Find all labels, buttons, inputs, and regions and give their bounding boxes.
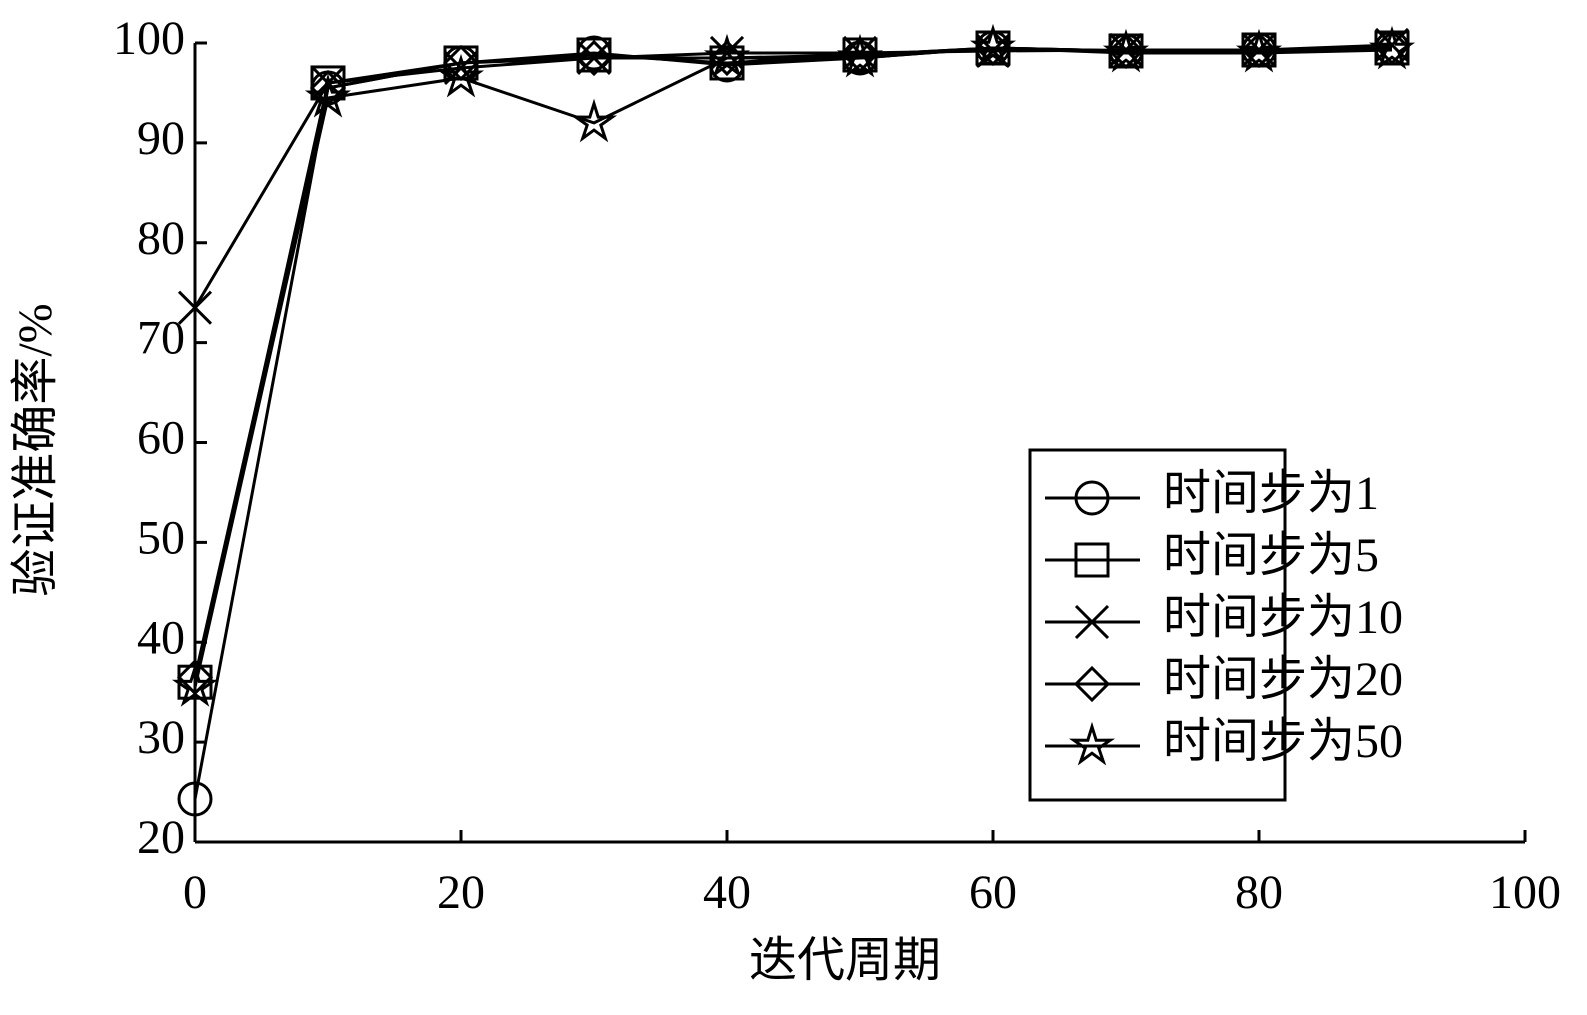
x-axis-label: 迭代周期 xyxy=(749,934,941,987)
legend-marker xyxy=(1068,721,1116,766)
marker xyxy=(576,37,612,73)
x-tick-label: 0 xyxy=(183,866,207,919)
x-tick-label: 100 xyxy=(1489,866,1561,919)
series-line xyxy=(193,46,1393,688)
marker xyxy=(703,33,751,78)
y-tick-label: 40 xyxy=(137,611,185,664)
marker xyxy=(969,23,1017,68)
x-tick-label: 40 xyxy=(703,866,751,919)
marker xyxy=(1368,25,1416,70)
marker xyxy=(437,53,485,98)
marker xyxy=(1373,28,1411,66)
marker xyxy=(575,39,613,77)
marker xyxy=(836,33,884,78)
legend-label: 时间步为1 xyxy=(1163,467,1379,520)
y-tick-label: 100 xyxy=(113,12,185,65)
x-tick-label: 20 xyxy=(437,866,485,919)
marker xyxy=(570,98,618,143)
marker xyxy=(304,73,352,118)
y-tick-label: 60 xyxy=(137,412,185,465)
marker xyxy=(1102,28,1150,73)
y-tick-label: 90 xyxy=(137,112,185,165)
y-tick-label: 80 xyxy=(137,212,185,265)
legend-label: 时间步为5 xyxy=(1163,529,1379,582)
y-tick-label: 20 xyxy=(137,811,185,864)
marker xyxy=(1240,31,1278,69)
marker xyxy=(1374,27,1410,63)
legend-box xyxy=(1028,448,1287,802)
y-tick-label: 30 xyxy=(137,711,185,764)
series-line xyxy=(193,43,1393,309)
legend-marker xyxy=(1074,480,1110,516)
marker xyxy=(841,36,879,74)
x-tick-label: 80 xyxy=(1235,866,1283,919)
y-tick-label: 50 xyxy=(137,511,185,564)
legend-marker xyxy=(1074,604,1110,640)
legend-label: 时间步为10 xyxy=(1163,591,1403,644)
x-tick-label: 60 xyxy=(969,866,1017,919)
legend-label: 时间步为50 xyxy=(1163,715,1403,768)
legend-marker xyxy=(1074,542,1110,578)
marker xyxy=(171,662,219,707)
y-tick-label: 70 xyxy=(137,312,185,365)
marker xyxy=(842,35,878,71)
marker xyxy=(177,290,213,325)
legend-label: 时间步为20 xyxy=(1163,653,1403,706)
marker xyxy=(709,45,745,81)
legend-marker xyxy=(1073,665,1111,703)
marker xyxy=(177,781,213,817)
y-axis-label: 验证准确率/% xyxy=(9,303,62,596)
marker xyxy=(1235,28,1283,73)
